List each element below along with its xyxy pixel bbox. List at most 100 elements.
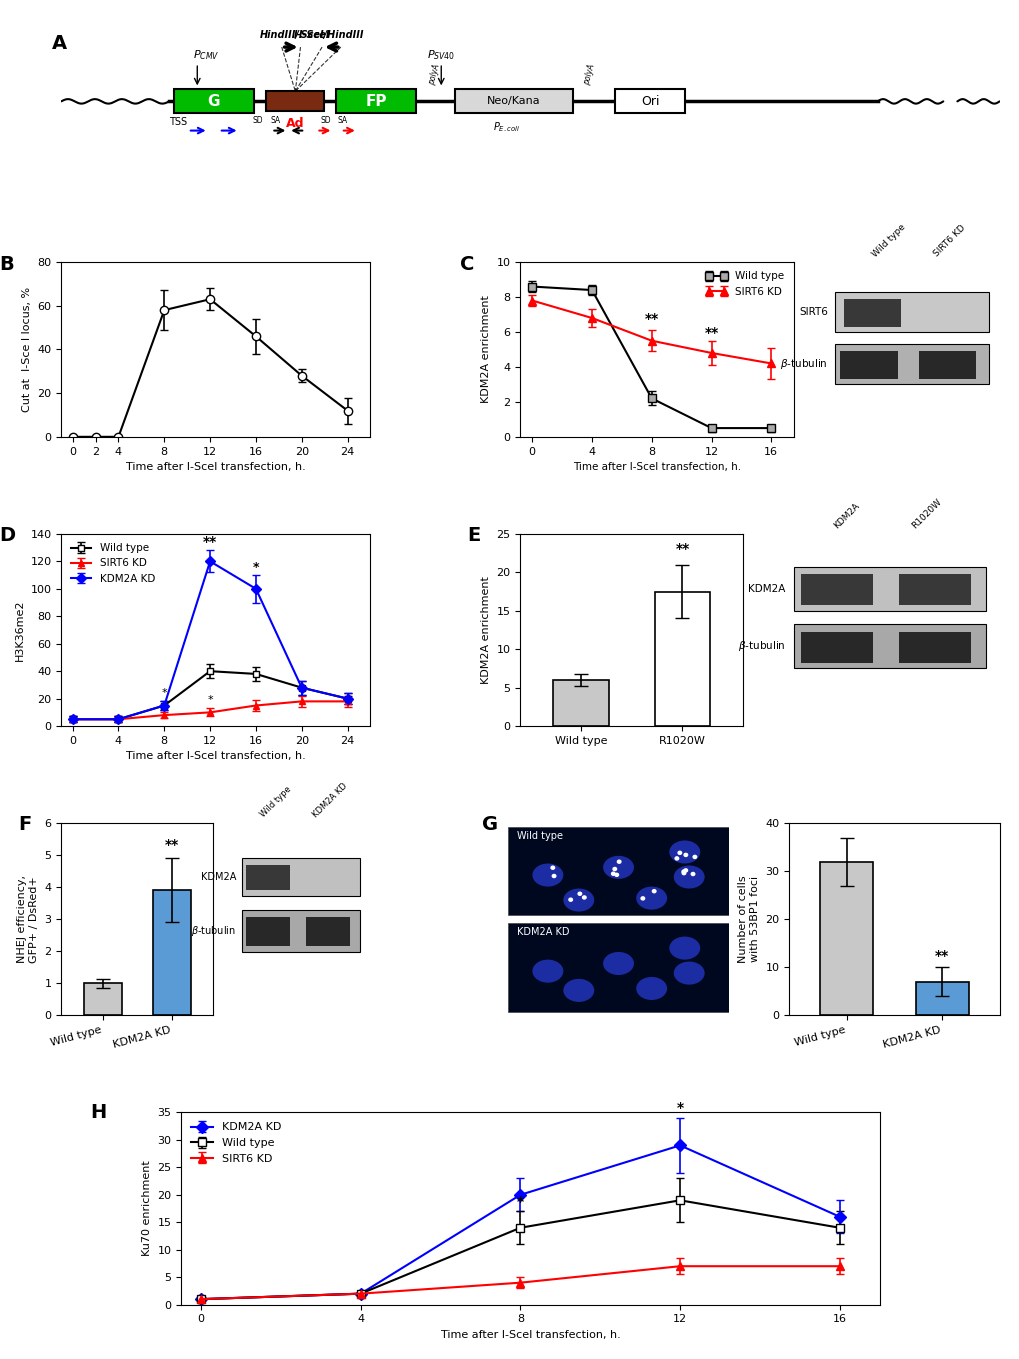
- Text: SA: SA: [337, 117, 347, 125]
- FancyBboxPatch shape: [794, 567, 985, 610]
- Text: $P_{CMV}$: $P_{CMV}$: [194, 49, 220, 63]
- FancyBboxPatch shape: [800, 632, 871, 663]
- Text: KDM2A: KDM2A: [201, 872, 236, 882]
- Text: E: E: [467, 526, 480, 545]
- Text: polyA: polyA: [582, 63, 596, 86]
- FancyBboxPatch shape: [454, 90, 572, 113]
- Text: Ad: Ad: [285, 117, 304, 130]
- Text: $P_{E.coli}$: $P_{E.coli}$: [493, 120, 520, 135]
- FancyBboxPatch shape: [242, 909, 360, 951]
- Y-axis label: H3K36me2: H3K36me2: [15, 599, 24, 660]
- FancyBboxPatch shape: [336, 90, 416, 113]
- Text: R1020W: R1020W: [910, 497, 943, 530]
- Y-axis label: KDM2A enrichment: KDM2A enrichment: [481, 295, 490, 404]
- Text: HindIII/I-SceI: HindIII/I-SceI: [260, 30, 330, 39]
- Text: **: **: [704, 326, 718, 340]
- Circle shape: [611, 872, 614, 875]
- FancyBboxPatch shape: [173, 90, 254, 113]
- Text: *: *: [161, 688, 167, 699]
- Text: H: H: [91, 1102, 106, 1121]
- Circle shape: [682, 870, 685, 872]
- Circle shape: [569, 898, 572, 901]
- FancyBboxPatch shape: [246, 917, 289, 946]
- FancyBboxPatch shape: [899, 632, 970, 663]
- Y-axis label: Ku70 enrichment: Ku70 enrichment: [142, 1161, 152, 1257]
- Text: $P_{SV40}$: $P_{SV40}$: [427, 49, 454, 63]
- Ellipse shape: [562, 889, 594, 912]
- FancyBboxPatch shape: [899, 575, 970, 605]
- Text: polyA: polyA: [427, 63, 441, 86]
- Text: KDM2A KD: KDM2A KD: [310, 781, 348, 819]
- Circle shape: [684, 853, 687, 856]
- Legend: Wild type, SIRT6 KD: Wild type, SIRT6 KD: [701, 268, 788, 300]
- Text: D: D: [0, 526, 15, 545]
- Ellipse shape: [674, 866, 704, 889]
- Ellipse shape: [532, 959, 562, 983]
- Text: FP: FP: [365, 94, 386, 109]
- Circle shape: [551, 874, 555, 878]
- Text: KDM2A: KDM2A: [748, 583, 785, 594]
- Circle shape: [691, 872, 694, 875]
- Bar: [654, 591, 709, 726]
- Text: Wild type: Wild type: [258, 786, 292, 819]
- Text: KDM2A KD: KDM2A KD: [517, 927, 569, 936]
- Ellipse shape: [636, 977, 666, 1000]
- FancyBboxPatch shape: [246, 866, 289, 890]
- Text: SIRT6: SIRT6: [798, 307, 827, 317]
- Text: SD: SD: [253, 117, 263, 125]
- Bar: [84, 984, 121, 1015]
- FancyBboxPatch shape: [800, 575, 871, 605]
- Circle shape: [612, 867, 615, 871]
- Circle shape: [693, 855, 696, 859]
- Text: *: *: [253, 561, 259, 573]
- Text: *: *: [517, 1195, 524, 1208]
- X-axis label: Time after I-SceI transfection, h.: Time after I-SceI transfection, h.: [125, 462, 306, 472]
- Y-axis label: KDM2A enrichment: KDM2A enrichment: [480, 576, 490, 684]
- Text: Neo/Kana: Neo/Kana: [487, 96, 540, 106]
- FancyBboxPatch shape: [918, 351, 975, 379]
- FancyBboxPatch shape: [614, 90, 685, 113]
- Bar: [819, 862, 872, 1015]
- Text: $\beta$-tubulin: $\beta$-tubulin: [192, 924, 236, 938]
- Circle shape: [678, 851, 681, 855]
- Circle shape: [614, 874, 618, 877]
- Text: **: **: [164, 837, 178, 852]
- Text: **: **: [675, 542, 689, 556]
- Circle shape: [684, 868, 687, 872]
- Y-axis label: Cut at  I-Sce I locus, %: Cut at I-Sce I locus, %: [21, 287, 32, 412]
- Text: G: G: [481, 815, 497, 834]
- Y-axis label: Number of cells
with 53BP1 foci: Number of cells with 53BP1 foci: [738, 875, 759, 964]
- Bar: [915, 981, 968, 1015]
- Bar: [552, 680, 608, 726]
- Legend: Wild type, SIRT6 KD, KDM2A KD: Wild type, SIRT6 KD, KDM2A KD: [66, 540, 159, 588]
- Y-axis label: NHEJ efficiency,
GFP+ / DsRed+: NHEJ efficiency, GFP+ / DsRed+: [17, 875, 39, 964]
- Text: SIRT6 KD: SIRT6 KD: [930, 223, 966, 258]
- Ellipse shape: [562, 978, 594, 1002]
- Ellipse shape: [636, 886, 666, 909]
- Text: Wild type: Wild type: [517, 830, 562, 841]
- FancyBboxPatch shape: [835, 292, 987, 332]
- Circle shape: [578, 893, 581, 896]
- Text: **: **: [203, 535, 217, 549]
- Text: B: B: [0, 255, 14, 275]
- Text: *: *: [676, 1101, 683, 1116]
- Text: F: F: [18, 815, 32, 834]
- Text: *: *: [207, 694, 213, 705]
- Text: Wild type: Wild type: [870, 222, 907, 258]
- Text: A: A: [52, 34, 67, 53]
- Ellipse shape: [602, 951, 634, 974]
- Circle shape: [582, 896, 586, 900]
- Text: $\beta$-tubulin: $\beta$-tubulin: [780, 357, 827, 371]
- FancyBboxPatch shape: [266, 91, 324, 111]
- Ellipse shape: [532, 863, 562, 886]
- Circle shape: [682, 871, 685, 875]
- FancyBboxPatch shape: [507, 923, 729, 1011]
- Bar: [153, 890, 191, 1015]
- Text: G: G: [207, 94, 220, 109]
- Text: $\beta$-tubulin: $\beta$-tubulin: [737, 639, 785, 654]
- FancyBboxPatch shape: [844, 299, 901, 326]
- FancyBboxPatch shape: [794, 624, 985, 669]
- Circle shape: [641, 897, 644, 900]
- Ellipse shape: [668, 936, 700, 959]
- FancyBboxPatch shape: [507, 828, 729, 916]
